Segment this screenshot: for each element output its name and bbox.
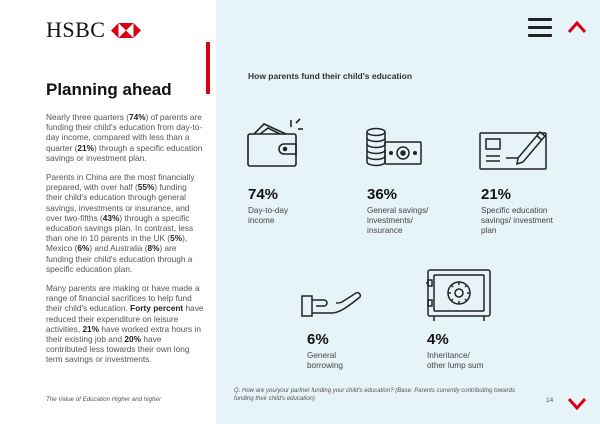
page-number: 14 [546, 397, 554, 404]
body-paragraph: Many parents are making or have made a r… [46, 283, 204, 365]
wallet-icon [247, 118, 303, 167]
stat-percent: 6% [307, 331, 329, 348]
menu-icon[interactable] [528, 18, 552, 38]
body-text: Nearly three quarters (74%) of parents a… [46, 112, 204, 374]
section-title: How parents fund their child's education [248, 71, 413, 81]
right-panel [216, 0, 600, 424]
footer-title: The Value of Education Higher and higher [46, 396, 162, 403]
body-paragraph: Nearly three quarters (74%) of parents a… [46, 112, 203, 163]
stat-label: Day-to-day income [248, 206, 289, 225]
chevron-up-icon[interactable] [566, 18, 588, 36]
left-panel [0, 0, 216, 424]
stat-label: General borrowing [307, 351, 343, 370]
coins-banknote-icon [366, 127, 422, 167]
chevron-down-icon[interactable] [566, 394, 588, 412]
stat-day-to-day: 74% Day-to-day income [248, 186, 308, 226]
stat-specific-plan: 21% Specific education savings/ investme… [481, 186, 561, 236]
safe-icon [426, 269, 491, 321]
hsbc-logo[interactable]: HSBC [46, 17, 142, 43]
stat-borrowing: 6% General borrowing [307, 331, 357, 371]
hexagon-logo-icon [111, 22, 142, 38]
document-pen-icon [479, 130, 547, 170]
body-paragraph: Parents in China are the most financiall… [46, 172, 195, 274]
question-note: Q. How are you/your partner funding your… [234, 388, 515, 402]
open-hand-icon [301, 291, 362, 317]
stat-label: Inheritance/ other lump sum [427, 351, 484, 370]
stat-label: General savings/ investments/ insurance [367, 206, 429, 235]
stat-label: Specific education savings/ investment p… [481, 206, 553, 235]
stat-inheritance: 4% Inheritance/ other lump sum [427, 331, 487, 371]
stat-percent: 4% [427, 331, 449, 348]
stat-percent: 21% [481, 186, 512, 203]
stat-general-savings: 36% General savings/ investments/ insura… [367, 186, 437, 236]
page-title: Planning ahead [46, 80, 172, 99]
accent-bar [206, 42, 210, 94]
stat-percent: 36% [367, 186, 398, 203]
stat-percent: 74% [248, 186, 279, 203]
brand-name: HSBC [46, 17, 106, 42]
